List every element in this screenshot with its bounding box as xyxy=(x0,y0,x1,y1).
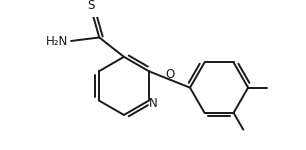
Text: S: S xyxy=(87,0,94,12)
Text: O: O xyxy=(165,68,174,81)
Text: N: N xyxy=(149,97,158,110)
Text: H₂N: H₂N xyxy=(46,35,69,48)
